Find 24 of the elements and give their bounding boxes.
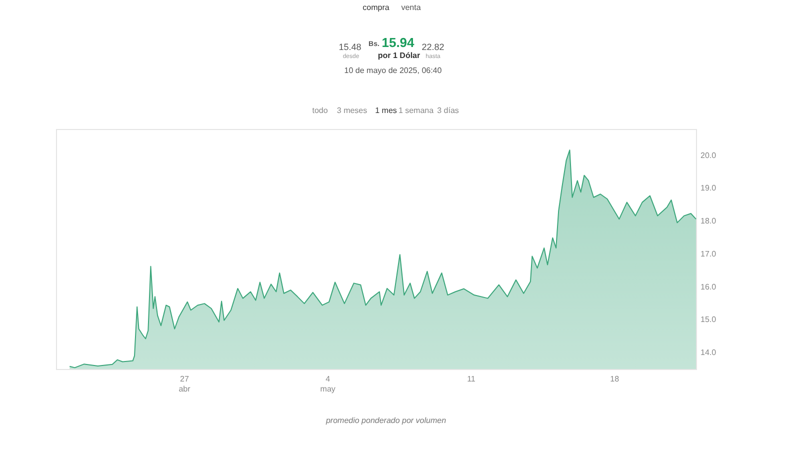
x-tick-label: 18 xyxy=(610,374,620,384)
text: 3 días xyxy=(437,106,459,115)
x-tick-label: 11 xyxy=(467,374,476,384)
text: 15.94 xyxy=(382,35,416,50)
text: todo xyxy=(312,106,328,115)
text: 3 meses xyxy=(336,106,368,115)
y-tick-label: 20.0 xyxy=(700,150,717,160)
text: compra xyxy=(362,3,390,12)
text: 22.82 xyxy=(422,42,444,52)
y-tick-label: 19.0 xyxy=(700,184,717,193)
text: 1 semana xyxy=(398,106,434,115)
y-tick-label: 18.0 xyxy=(700,216,717,226)
text: 15.48 xyxy=(338,42,362,52)
x-tick-label: 27 abr xyxy=(178,374,191,394)
y-tick-label: 16.0 xyxy=(700,282,717,292)
y-tick-label: 15.0 xyxy=(700,315,717,324)
text: 10 de mayo de 2025, 06:40 xyxy=(344,66,442,75)
text: por 1 Dólar xyxy=(378,51,420,60)
text: promedio ponderado por volumen xyxy=(324,416,447,425)
text: venta xyxy=(401,3,422,12)
y-tick-label: 17.0 xyxy=(700,249,717,258)
x-tick-label: 4 may xyxy=(320,374,336,394)
text: 1 mes xyxy=(375,106,397,115)
y-tick-label: 14.0 xyxy=(700,348,717,358)
